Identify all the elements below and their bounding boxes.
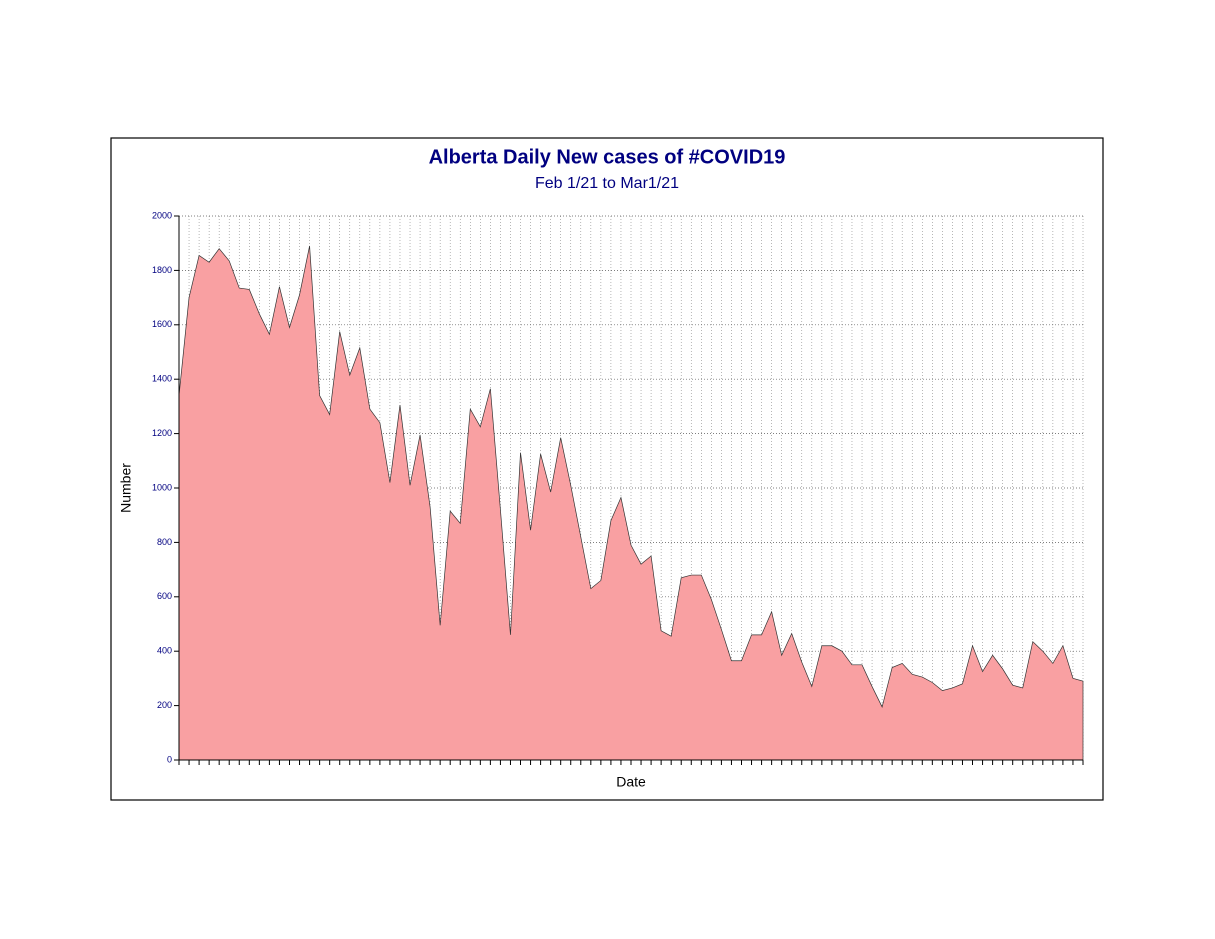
y-tick-label: 1000 [152, 482, 172, 492]
y-tick-label: 1800 [152, 265, 172, 275]
y-tick-label: 800 [157, 537, 172, 547]
x-axis-label: Date [616, 774, 646, 790]
y-tick-label: 1400 [152, 374, 172, 384]
y-axis-label: Number [118, 463, 134, 513]
area [178, 245, 1084, 761]
y-tick-label: 0 [167, 754, 172, 764]
y-tick-label: 1600 [152, 319, 172, 329]
y-tick-label: 200 [157, 700, 172, 710]
y-tick-label: 600 [157, 591, 172, 601]
y-tick-label: 400 [157, 646, 172, 656]
chart-subtitle: Feb 1/21 to Mar1/21 [535, 175, 679, 192]
y-tick-label: 1200 [152, 428, 172, 438]
chart-title: Alberta Daily New cases of #COVID19 [429, 146, 786, 168]
y-tick-label: 2000 [152, 210, 172, 220]
